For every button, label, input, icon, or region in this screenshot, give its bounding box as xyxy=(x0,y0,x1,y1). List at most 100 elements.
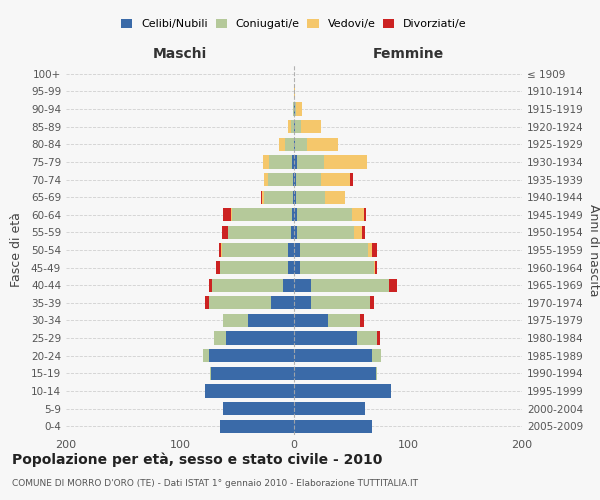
Bar xyxy=(294,138,295,151)
Bar xyxy=(294,120,295,134)
Bar xyxy=(296,173,322,186)
Bar xyxy=(294,349,371,362)
Bar xyxy=(364,208,366,222)
Bar xyxy=(209,278,212,292)
Bar xyxy=(377,332,380,344)
Bar xyxy=(290,120,294,134)
Bar xyxy=(294,278,311,292)
Legend: Celibi/Nubili, Coniugati/e, Vedovi/e, Divorziati/e: Celibi/Nubili, Coniugati/e, Vedovi/e, Di… xyxy=(121,19,467,29)
Bar xyxy=(298,156,323,168)
Bar xyxy=(295,138,307,151)
Bar xyxy=(261,190,262,204)
Bar xyxy=(205,296,209,310)
Bar xyxy=(322,173,350,186)
Bar xyxy=(292,208,294,222)
Bar xyxy=(289,120,290,134)
Bar xyxy=(209,366,211,380)
Bar xyxy=(352,208,364,222)
Bar xyxy=(265,190,293,204)
Bar xyxy=(311,278,389,292)
Bar xyxy=(205,384,294,398)
Bar xyxy=(219,244,221,256)
Bar xyxy=(223,208,232,222)
Bar xyxy=(294,85,295,98)
Bar xyxy=(223,402,294,415)
Bar xyxy=(294,208,298,222)
Bar xyxy=(295,102,296,116)
Bar xyxy=(307,138,338,151)
Bar xyxy=(217,261,220,274)
Bar xyxy=(294,314,328,327)
Bar xyxy=(374,261,375,274)
Bar xyxy=(294,102,295,116)
Bar xyxy=(226,332,294,344)
Bar xyxy=(370,296,374,310)
Bar xyxy=(222,226,228,239)
Bar xyxy=(283,278,294,292)
Bar xyxy=(355,226,362,239)
Bar xyxy=(296,102,302,116)
Bar xyxy=(294,296,311,310)
Bar xyxy=(294,261,300,274)
Bar xyxy=(268,173,293,186)
Bar xyxy=(294,420,371,433)
Bar xyxy=(292,156,294,168)
Bar xyxy=(360,314,364,327)
Bar xyxy=(293,190,294,204)
Bar xyxy=(375,261,377,274)
Bar xyxy=(269,156,292,168)
Bar xyxy=(389,278,397,292)
Bar xyxy=(356,332,377,344)
Bar xyxy=(298,208,352,222)
Bar xyxy=(289,261,294,274)
Bar xyxy=(298,226,355,239)
Bar xyxy=(362,226,365,239)
Y-axis label: Fasce di età: Fasce di età xyxy=(10,212,23,288)
Bar xyxy=(376,366,377,380)
Bar xyxy=(263,156,269,168)
Bar xyxy=(294,332,356,344)
Bar xyxy=(294,244,300,256)
Text: COMUNE DI MORRO D'ORO (TE) - Dati ISTAT 1° gennaio 2010 - Elaborazione TUTTITALI: COMUNE DI MORRO D'ORO (TE) - Dati ISTAT … xyxy=(12,479,418,488)
Bar xyxy=(285,138,294,151)
Bar xyxy=(294,384,391,398)
Bar xyxy=(371,244,377,256)
Bar xyxy=(220,420,294,433)
Bar xyxy=(294,366,376,380)
Bar xyxy=(221,244,222,256)
Bar xyxy=(289,244,294,256)
Bar xyxy=(294,226,298,239)
Bar xyxy=(328,314,360,327)
Bar xyxy=(323,156,367,168)
Bar xyxy=(294,156,298,168)
Bar xyxy=(232,208,292,222)
Bar xyxy=(293,173,294,186)
Bar xyxy=(214,332,226,344)
Bar xyxy=(368,244,371,256)
Bar xyxy=(209,296,271,310)
Bar xyxy=(371,349,380,362)
Bar xyxy=(300,244,368,256)
Bar xyxy=(294,402,365,415)
Bar xyxy=(279,138,285,151)
Bar xyxy=(212,278,283,292)
Bar xyxy=(203,349,209,362)
Bar xyxy=(311,296,370,310)
Bar xyxy=(262,190,265,204)
Bar xyxy=(293,102,294,116)
Text: Popolazione per età, sesso e stato civile - 2010: Popolazione per età, sesso e stato civil… xyxy=(12,452,382,467)
Bar xyxy=(290,226,294,239)
Bar xyxy=(228,226,290,239)
Bar xyxy=(211,366,294,380)
Bar xyxy=(222,244,289,256)
Bar xyxy=(220,261,289,274)
Bar xyxy=(295,120,301,134)
Bar xyxy=(296,190,325,204)
Text: Femmine: Femmine xyxy=(373,48,443,62)
Bar xyxy=(294,190,296,204)
Bar xyxy=(300,261,374,274)
Bar xyxy=(350,173,353,186)
Bar xyxy=(294,173,296,186)
Bar xyxy=(325,190,346,204)
Bar xyxy=(271,296,294,310)
